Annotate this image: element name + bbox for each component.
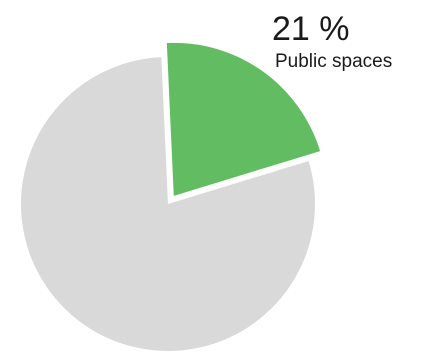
slice-category-label: Public spaces: [275, 51, 392, 72]
pie-slice-public-spaces: [166, 42, 321, 196]
pie-slice-other: [20, 57, 315, 351]
pie-slices: [20, 42, 321, 351]
slice-value-label: 21 %: [272, 10, 350, 48]
